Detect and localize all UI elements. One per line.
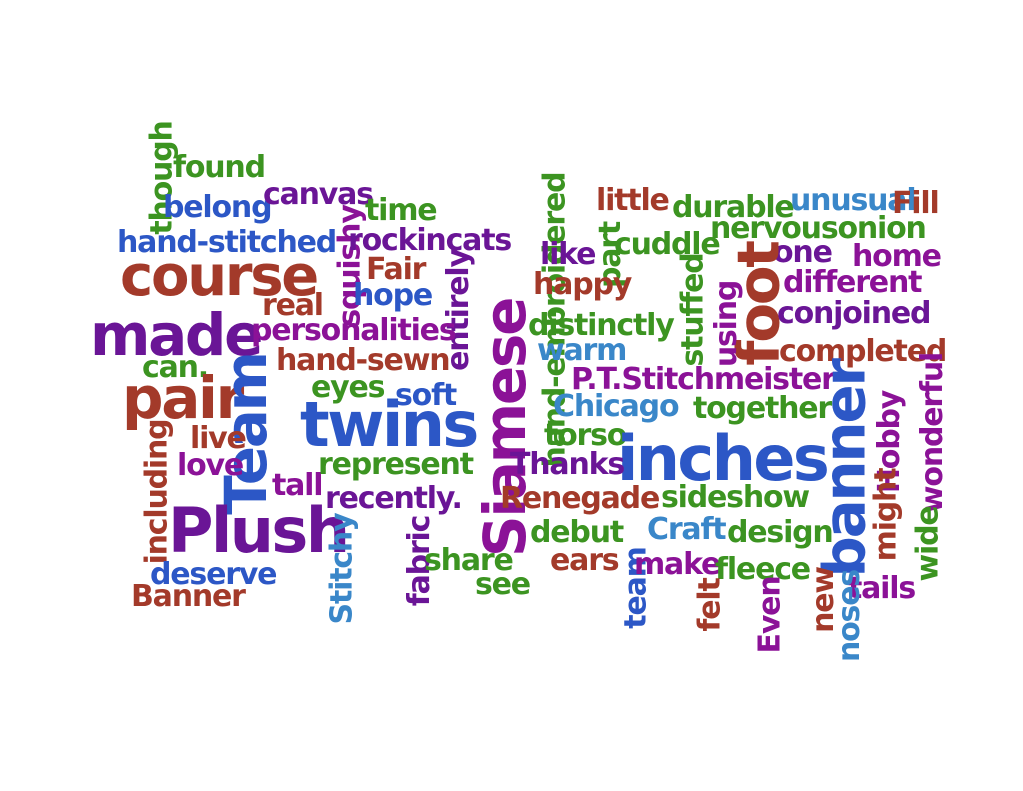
word-twins: twins — [300, 388, 479, 461]
word-home: home — [852, 239, 942, 274]
word-fleece: fleece — [715, 552, 811, 587]
word-course: course — [120, 244, 319, 309]
word-wonderful: wonderful — [915, 352, 951, 514]
word-one: one — [773, 235, 833, 270]
word-represent: represent — [318, 447, 474, 482]
word-ears: ears — [550, 543, 620, 578]
word-real: real — [262, 288, 324, 323]
word-banner-small: Banner — [131, 579, 246, 614]
word-deserve: deserve — [150, 557, 278, 592]
word-sideshow: sideshow — [661, 480, 810, 515]
word-soft: soft — [395, 378, 457, 413]
word-share: share — [424, 543, 514, 578]
word-stuffed: stuffed — [675, 253, 711, 367]
word-can: can. — [142, 350, 209, 385]
word-fair: Fair — [366, 252, 426, 287]
word-cuddle: cuddle — [614, 227, 721, 262]
word-plush: Plush — [168, 494, 350, 567]
word-debut: debut — [530, 515, 624, 550]
word-conjoined: conjoined — [777, 296, 932, 331]
word-noses: noses — [832, 569, 868, 663]
word-make: make — [634, 547, 721, 582]
word-made: made — [90, 301, 263, 369]
word-happy: happy — [533, 267, 632, 302]
word-pair: pair — [122, 364, 244, 432]
word-hope: hope — [353, 278, 433, 313]
word-warm: warm — [537, 333, 627, 368]
word-design: design — [727, 515, 834, 550]
word-nervousonion: nervousonion — [710, 211, 927, 246]
word-tall: tall — [272, 468, 324, 503]
word-unusual: unusual — [790, 183, 917, 218]
word-rockincats: rockincats — [348, 223, 512, 258]
word-see: see — [475, 567, 531, 602]
word-craft: Craft — [647, 512, 727, 547]
word-chicago: Chicago — [553, 389, 680, 424]
word-inches: inches — [617, 422, 830, 495]
word-together: together — [693, 391, 832, 426]
word-love: love — [177, 448, 244, 483]
word-hand-sewn: hand-sewn — [276, 343, 451, 378]
word-tails: tails — [848, 571, 916, 606]
word-torso: torso — [544, 418, 627, 453]
word-eyes: eyes — [311, 370, 386, 405]
word-hand-stitched: hand-stitched — [117, 225, 337, 260]
word-different: different — [783, 265, 922, 300]
word-little: little — [596, 183, 670, 218]
word-durable: durable — [672, 190, 795, 225]
word-wide: wide — [910, 506, 946, 582]
word-even: Even — [752, 576, 788, 654]
word-completed: completed — [779, 334, 947, 369]
word-felt: felt — [692, 578, 728, 632]
word-belong: belong — [163, 190, 273, 225]
word-thanks: Thanks — [510, 447, 625, 482]
word-distinctly: distinctly — [528, 308, 675, 343]
word-like: like — [540, 237, 596, 272]
word-pt-stitchmeister: P.T.Stitchmeister — [571, 362, 836, 397]
word-time: time — [365, 193, 438, 228]
word-found: found — [173, 150, 266, 185]
word-fill: Fill — [892, 186, 940, 221]
word-personalities: personalities — [251, 313, 457, 348]
word-renegade: Renegade — [500, 481, 660, 516]
word-stitchy: Stitchy — [324, 513, 360, 625]
word-canvas: canvas — [263, 177, 374, 212]
word-siamese: Siamese — [471, 298, 540, 558]
word-live: live — [190, 421, 247, 456]
word-recently: recently. — [325, 481, 463, 516]
word-using: using — [709, 280, 745, 368]
